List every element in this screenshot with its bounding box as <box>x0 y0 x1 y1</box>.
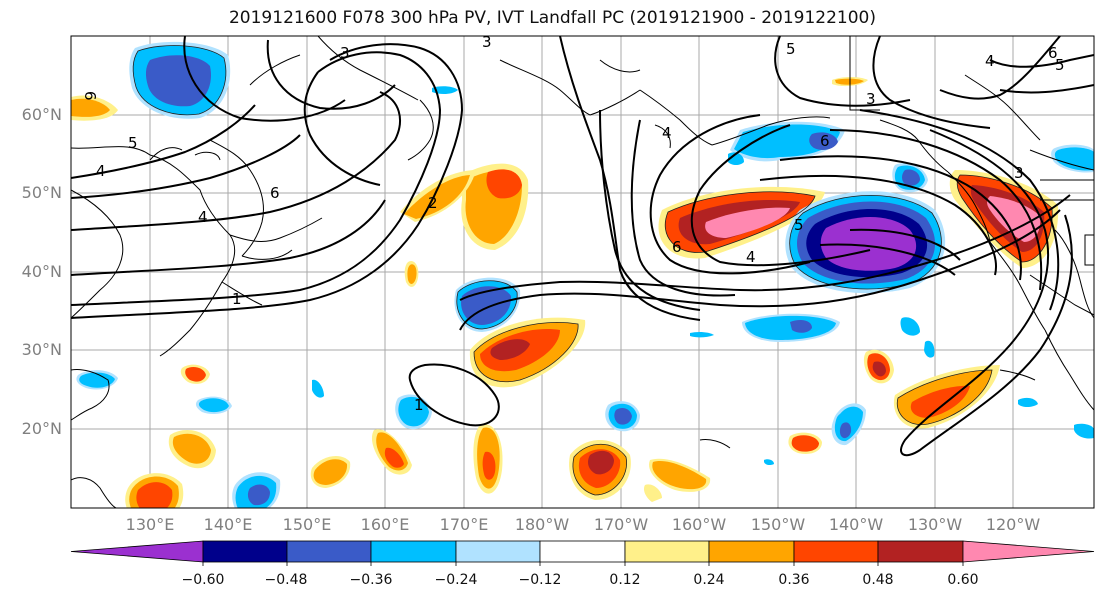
colorbar-segment <box>370 540 457 563</box>
colorbar-tick-label: −0.60 <box>181 572 225 588</box>
lon-label-150w: 150°W <box>750 515 806 534</box>
contour-label: 5 <box>128 134 138 152</box>
colorbar-tick-label: 0.48 <box>862 572 894 588</box>
contour-label: 5 <box>794 216 804 234</box>
positive-anomaly-patches <box>71 77 1059 508</box>
lon-label-160e: 160°E <box>360 515 410 534</box>
contour-label: 4 <box>662 124 672 142</box>
lat-label-40n: 40°N <box>21 262 62 281</box>
colorbar-tick-label: 0.24 <box>693 572 725 588</box>
contour-label: 4 <box>746 248 756 266</box>
contour-label: 4 <box>985 52 995 70</box>
colorbar-tick-label: 0.12 <box>609 572 641 588</box>
colorbar-segment <box>539 540 626 563</box>
lat-label-30n: 30°N <box>21 340 62 359</box>
contour-label: 1 <box>414 396 424 414</box>
lon-label-150e: 150°E <box>282 515 332 534</box>
lon-label-160w: 160°W <box>671 515 727 534</box>
contour-label-rotated: 6 <box>81 91 99 101</box>
lat-label-60n: 60°N <box>21 105 62 124</box>
colorbar-tick-label: −0.24 <box>434 572 478 588</box>
colorbar-segment <box>286 540 372 563</box>
colorbar-tick-label: −0.48 <box>264 572 308 588</box>
lon-label-120w: 120°W <box>985 515 1041 534</box>
contour-label: 6 <box>1048 44 1058 62</box>
contour-label: 5 <box>786 40 796 58</box>
contour-label: 1 <box>232 290 242 308</box>
colorbar <box>70 540 1095 566</box>
lon-label-170e: 170°E <box>439 515 489 534</box>
contour-label: 5 <box>1055 56 1065 74</box>
lon-label-130w: 130°W <box>907 515 963 534</box>
colorbar-segment <box>708 540 795 563</box>
lon-label-170w: 170°W <box>593 515 649 534</box>
colorbar-tick-label: 0.60 <box>947 572 979 588</box>
contour-label: 6 <box>820 132 830 150</box>
contour-label: 6 <box>672 238 682 256</box>
contour-labels: 3 3 5 6 5 4 3 5 4 6 4 2 6 6 5 4 1 1 3 4 <box>96 33 1065 414</box>
lon-label-140e: 140°E <box>203 515 253 534</box>
colorbar-segment <box>455 540 541 563</box>
colorbar-segment <box>202 540 288 563</box>
contour-label: 3 <box>482 33 492 51</box>
lat-label-50n: 50°N <box>21 183 62 202</box>
colorbar-segment <box>793 540 879 563</box>
contour-label: 2 <box>428 194 438 212</box>
colorbar-tick-label: −0.12 <box>518 572 562 588</box>
pv-contours <box>71 36 1094 457</box>
colorbar-tick-label: −0.36 <box>349 572 393 588</box>
colorbar-tick-label: 0.36 <box>778 572 810 588</box>
colorbar-extend-min <box>70 540 204 563</box>
contour-label: 3 <box>340 44 350 62</box>
contour-label: 4 <box>198 208 208 226</box>
colorbar-segment <box>624 540 710 563</box>
lon-label-130e: 130°E <box>125 515 175 534</box>
colorbar-segment <box>877 540 964 563</box>
contour-label: 6 <box>270 184 280 202</box>
contour-label: 3 <box>866 90 876 108</box>
contour-label: 4 <box>96 162 106 180</box>
map-frame <box>70 35 1095 509</box>
colorbar-extend-max <box>962 540 1095 563</box>
negative-anomaly-patches <box>76 41 1094 508</box>
lon-label-180w: 180°W <box>514 515 570 534</box>
lat-label-20n: 20°N <box>21 419 62 438</box>
contour-label: 3 <box>1014 164 1024 182</box>
lon-label-140w: 140°W <box>828 515 884 534</box>
map-title: 2019121600 F078 300 hPa PV, IVT Landfall… <box>228 8 876 28</box>
